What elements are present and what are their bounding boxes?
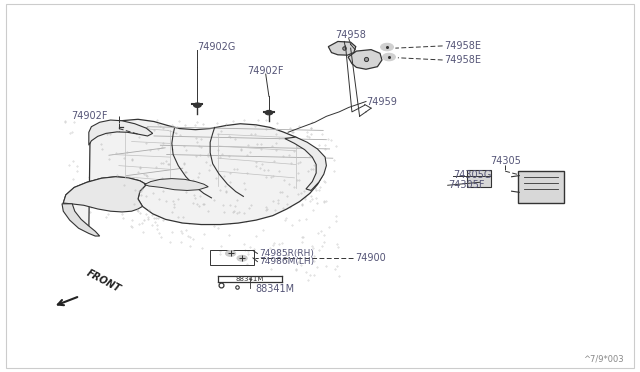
Circle shape <box>225 250 236 256</box>
Circle shape <box>381 43 394 51</box>
Text: 74958E: 74958E <box>445 55 481 65</box>
Text: 74305: 74305 <box>490 156 520 166</box>
Polygon shape <box>348 49 382 69</box>
Text: 74986M(LH): 74986M(LH) <box>259 257 314 266</box>
Text: 74900: 74900 <box>355 253 386 263</box>
Text: 74958: 74958 <box>335 30 366 40</box>
Text: FRONT: FRONT <box>85 267 122 294</box>
FancyBboxPatch shape <box>518 171 564 203</box>
Text: 74958E: 74958E <box>445 41 481 51</box>
Polygon shape <box>89 120 153 145</box>
Text: 74985R(RH): 74985R(RH) <box>259 249 314 258</box>
Polygon shape <box>63 119 324 231</box>
Polygon shape <box>328 41 356 55</box>
Text: 74902F: 74902F <box>248 66 284 76</box>
Text: 74902F: 74902F <box>72 110 108 121</box>
Text: 88341M: 88341M <box>236 276 264 282</box>
Text: 74305G: 74305G <box>453 170 492 180</box>
Polygon shape <box>62 204 100 236</box>
Text: 74959: 74959 <box>366 96 397 106</box>
FancyBboxPatch shape <box>467 170 491 187</box>
Text: 74902G: 74902G <box>197 42 236 52</box>
Polygon shape <box>63 177 147 212</box>
Circle shape <box>237 255 247 261</box>
Text: 88341M: 88341M <box>256 284 295 294</box>
Polygon shape <box>285 137 326 190</box>
Circle shape <box>193 103 201 108</box>
Text: 74305F: 74305F <box>448 180 484 190</box>
Text: ^7/9*003: ^7/9*003 <box>582 354 623 363</box>
Polygon shape <box>145 179 208 190</box>
Circle shape <box>265 110 273 115</box>
Circle shape <box>383 53 396 61</box>
